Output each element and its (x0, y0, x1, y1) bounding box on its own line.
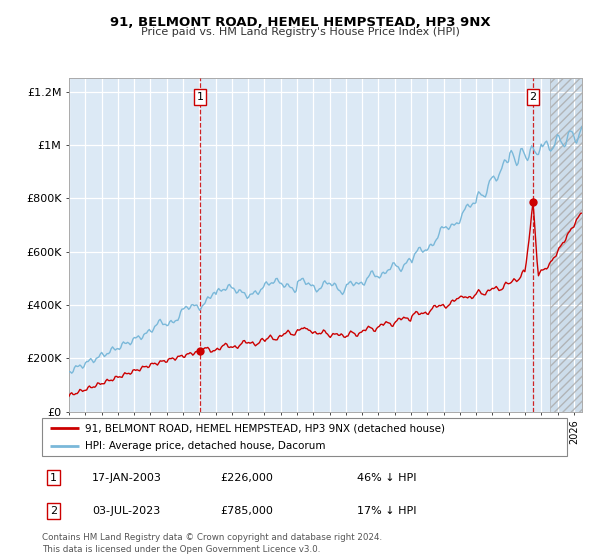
Text: 17% ↓ HPI: 17% ↓ HPI (357, 506, 416, 516)
Text: Price paid vs. HM Land Registry's House Price Index (HPI): Price paid vs. HM Land Registry's House … (140, 27, 460, 37)
Text: HPI: Average price, detached house, Dacorum: HPI: Average price, detached house, Daco… (85, 441, 326, 451)
Text: Contains HM Land Registry data © Crown copyright and database right 2024.
This d: Contains HM Land Registry data © Crown c… (42, 533, 382, 554)
FancyBboxPatch shape (42, 418, 567, 456)
Text: 2: 2 (530, 92, 537, 102)
Text: 03-JUL-2023: 03-JUL-2023 (92, 506, 160, 516)
Text: 17-JAN-2003: 17-JAN-2003 (92, 473, 162, 483)
Text: 2: 2 (50, 506, 57, 516)
Text: 1: 1 (196, 92, 203, 102)
Text: 46% ↓ HPI: 46% ↓ HPI (357, 473, 416, 483)
Bar (550, 78, 582, 412)
Text: 91, BELMONT ROAD, HEMEL HEMPSTEAD, HP3 9NX: 91, BELMONT ROAD, HEMEL HEMPSTEAD, HP3 9… (110, 16, 490, 29)
Text: 1: 1 (50, 473, 57, 483)
Text: £785,000: £785,000 (221, 506, 274, 516)
Text: 91, BELMONT ROAD, HEMEL HEMPSTEAD, HP3 9NX (detached house): 91, BELMONT ROAD, HEMEL HEMPSTEAD, HP3 9… (85, 423, 445, 433)
Text: £226,000: £226,000 (221, 473, 274, 483)
Bar (550, 78, 582, 412)
